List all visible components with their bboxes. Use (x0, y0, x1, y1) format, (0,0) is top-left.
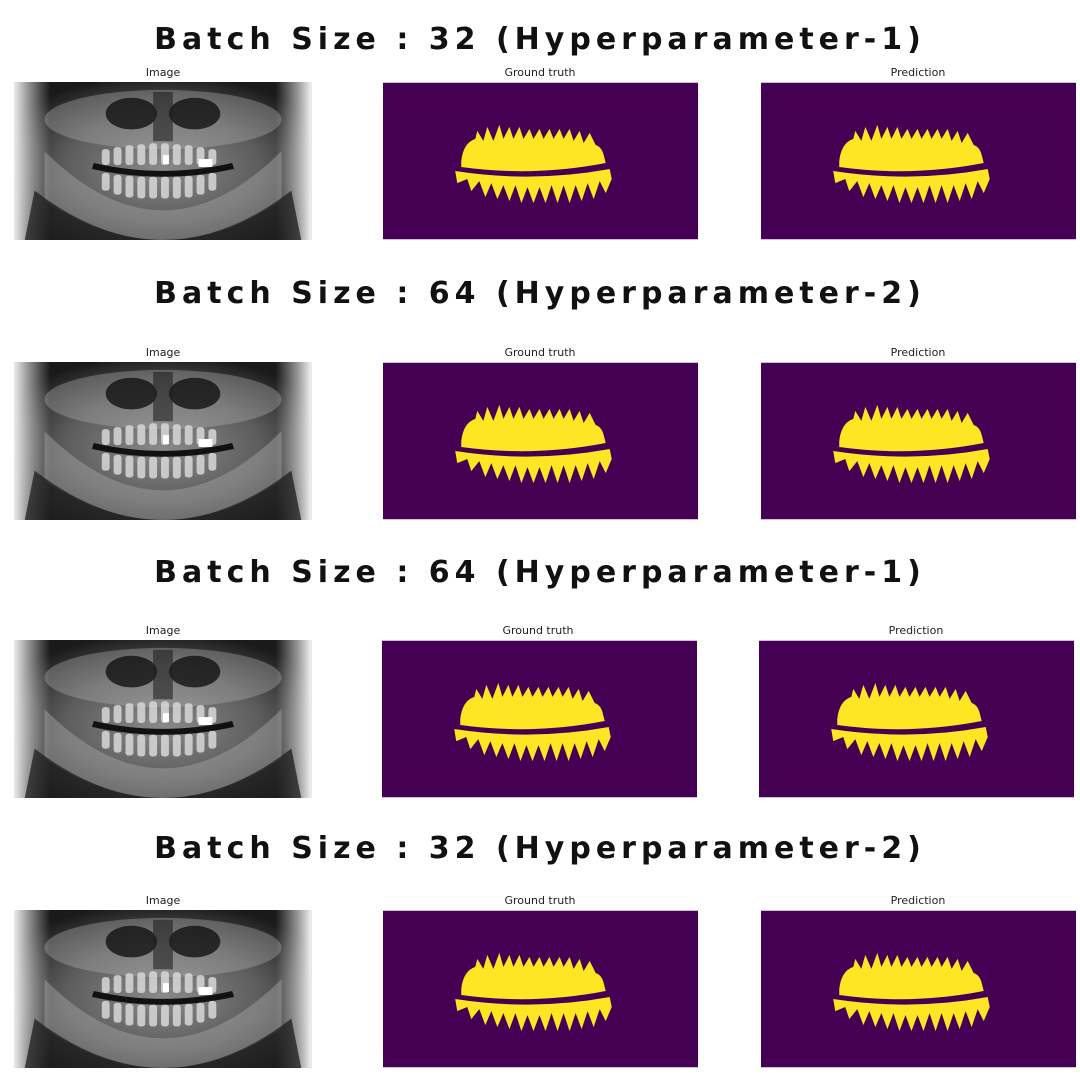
panel-title-ground-truth: Ground truth (502, 624, 574, 637)
prediction-mask (761, 910, 1076, 1068)
prediction-mask (761, 82, 1076, 240)
panel-title-prediction: Prediction (888, 624, 944, 637)
ground-truth-mask (383, 910, 698, 1068)
section-heading: Batch Size : 64 (Hyperparameter-1) (154, 555, 926, 590)
panel-title-prediction: Prediction (890, 346, 946, 359)
xray-image (10, 910, 316, 1068)
section-heading: Batch Size : 64 (Hyperparameter-2) (154, 276, 926, 311)
panel-title-ground-truth: Ground truth (504, 66, 576, 79)
ground-truth-mask (383, 82, 698, 240)
xray-image (10, 640, 316, 798)
panel-title-image: Image (145, 346, 181, 359)
xray-image (10, 362, 316, 520)
ground-truth-mask (382, 640, 697, 798)
section-heading: Batch Size : 32 (Hyperparameter-2) (154, 831, 926, 866)
panel-title-prediction: Prediction (890, 66, 946, 79)
section-heading: Batch Size : 32 (Hyperparameter-1) (154, 22, 926, 57)
panel-title-image: Image (145, 624, 181, 637)
panel-title-image: Image (145, 66, 181, 79)
panel-title-ground-truth: Ground truth (504, 346, 576, 359)
prediction-mask (759, 640, 1074, 798)
panel-title-prediction: Prediction (890, 894, 946, 907)
ground-truth-mask (383, 362, 698, 520)
xray-image (10, 82, 316, 240)
panel-title-image: Image (145, 894, 181, 907)
panel-title-ground-truth: Ground truth (504, 894, 576, 907)
prediction-mask (761, 362, 1076, 520)
